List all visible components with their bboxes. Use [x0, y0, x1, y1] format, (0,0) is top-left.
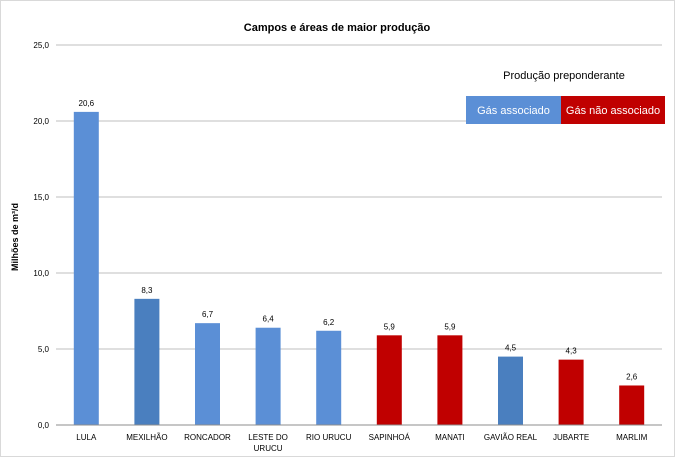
y-axis-ticks: 0,0 5,0 10,0 15,0 20,0 25,0 — [33, 41, 49, 430]
legend-swatch — [466, 96, 561, 124]
bar — [498, 356, 523, 425]
data-labels: 20,6 8,3 6,7 6,4 6,2 5,9 5,9 4,5 4,3 2,6 — [79, 99, 638, 382]
y-tick-label: 0,0 — [38, 421, 50, 430]
y-tick-label: 25,0 — [33, 41, 49, 50]
bar — [558, 359, 584, 425]
data-label: 4,5 — [505, 344, 517, 353]
x-tick-label-line: MEXILHÃO — [126, 433, 167, 442]
x-tick-label: RONCADOR — [184, 433, 231, 442]
x-tick-label: SAPINHOÁ — [369, 433, 411, 442]
x-tick-label: MEXILHÃO — [126, 433, 167, 442]
legend-title: Produção preponderante — [503, 70, 625, 82]
legend-label: Gás associado — [477, 105, 550, 117]
bars — [73, 111, 645, 425]
x-tick-label-line: RIO URUCU — [306, 433, 352, 442]
y-tick-label: 20,0 — [33, 117, 49, 126]
x-tick-label-line: GAVIÃO REAL — [484, 433, 538, 442]
x-tick-label: MARLIM — [616, 433, 647, 442]
y-tick-label: 10,0 — [33, 269, 49, 278]
bar — [437, 335, 463, 425]
x-tick-label-line: MANATI — [435, 433, 465, 442]
data-label: 5,9 — [384, 322, 396, 331]
bar — [255, 327, 281, 425]
legend-label: Gás não associado — [566, 105, 660, 117]
y-tick-label: 5,0 — [38, 345, 50, 354]
x-axis-ticks: LULA MEXILHÃO RONCADOR LESTE DO URUCU RIO URU… — [76, 433, 647, 453]
x-tick-label-line: LULA — [76, 433, 97, 442]
x-tick-label-line: SAPINHOÁ — [369, 433, 411, 442]
x-tick-label: RIO URUCU — [306, 433, 352, 442]
y-axis-label: Milhões de m³/d — [10, 203, 20, 271]
data-label: 6,4 — [263, 315, 275, 324]
x-tick-label: LULA — [76, 433, 97, 442]
x-tick-label: GAVIÃO REAL — [484, 433, 538, 442]
legend-swatch — [561, 96, 665, 124]
x-tick-label: JUBARTE — [553, 433, 589, 442]
legend: Gás associado Gás não associado — [466, 96, 665, 124]
bar — [619, 385, 645, 425]
data-label: 6,7 — [202, 310, 214, 319]
bar — [376, 335, 402, 425]
x-tick-label-line: MARLIM — [616, 433, 647, 442]
x-tick-label-line: JUBARTE — [553, 433, 589, 442]
chart-title: Campos e áreas de maior produção — [244, 22, 431, 34]
bar — [316, 330, 342, 425]
bar — [73, 111, 99, 425]
x-tick-label-line: URUCU — [254, 444, 283, 453]
bar — [195, 323, 220, 425]
x-tick-label: MANATI — [435, 433, 465, 442]
data-label: 4,3 — [566, 347, 578, 356]
data-label: 8,3 — [141, 286, 153, 295]
data-label: 6,2 — [323, 318, 335, 327]
data-label: 20,6 — [79, 99, 95, 108]
y-tick-label: 15,0 — [33, 193, 49, 202]
data-label: 5,9 — [444, 322, 456, 331]
x-tick-label-line: LESTE DO — [248, 433, 288, 442]
x-tick-label: LESTE DO URUCU — [248, 433, 288, 453]
data-label: 2,6 — [626, 372, 638, 381]
bar — [134, 298, 160, 425]
x-tick-label-line: RONCADOR — [184, 433, 231, 442]
